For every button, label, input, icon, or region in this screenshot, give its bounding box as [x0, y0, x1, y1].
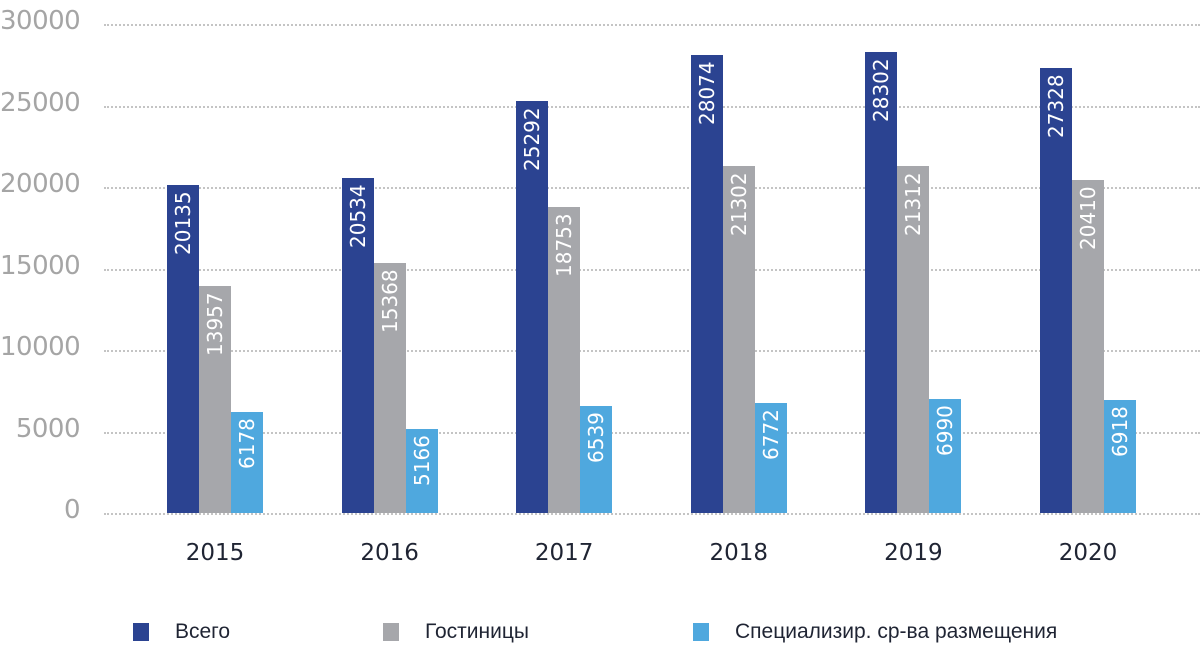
bar: 25292	[516, 100, 549, 513]
bar-value-label: 13957	[203, 291, 227, 356]
y-tick-label: 25000	[0, 87, 81, 118]
bar-value-label: 28074	[694, 61, 719, 126]
gridline	[104, 24, 1200, 26]
y-tick-label: 0	[63, 495, 81, 525]
legend-swatch-icon	[133, 623, 149, 641]
legend-label: Всего	[175, 620, 231, 643]
legend-label: Гостиницы	[425, 620, 529, 643]
x-tick-label: 2018	[709, 540, 769, 566]
legend-swatch-icon	[693, 623, 709, 641]
bar-value-label: 15368	[377, 268, 402, 333]
bar-value-label: 21302	[726, 171, 751, 236]
bar-value-label: 6178	[235, 418, 259, 470]
bar: 28074	[690, 55, 723, 513]
bar-value-label: 6772	[758, 408, 783, 460]
y-tick-label: 30000	[0, 6, 81, 36]
bar-value-label: 6539	[584, 412, 609, 464]
gridline	[104, 350, 1200, 352]
gridline	[104, 187, 1200, 189]
bar-value-label: 27328	[1044, 73, 1068, 138]
y-tick-label: 5000	[15, 413, 81, 444]
bar-value-label: 6990	[933, 405, 958, 456]
bar: 28302	[865, 51, 898, 513]
bar-value-label: 20534	[345, 184, 370, 248]
x-tick-label: 2017	[534, 540, 594, 566]
bar: 20135	[167, 184, 199, 513]
bar: 27328	[1040, 67, 1072, 513]
x-tick-label: 2015	[185, 540, 245, 566]
bar-value-label: 28302	[869, 57, 894, 122]
gridline	[104, 268, 1200, 271]
legend-item: Специализир. ср-ва размещения	[693, 620, 1057, 644]
bar: 6918	[1104, 400, 1136, 513]
y-tick-label: 20000	[0, 169, 81, 199]
bar-value-label: 18753	[552, 213, 577, 277]
bar: 13957	[199, 285, 231, 513]
bar: 21312	[897, 165, 930, 513]
legend-swatch-icon	[383, 623, 399, 641]
x-tick-label: 2016	[360, 540, 419, 566]
bar-value-label: 20410	[1076, 186, 1100, 250]
bar: 6178	[231, 412, 263, 513]
legend-label: Специализир. ср-ва размещения	[735, 620, 1058, 643]
x-tick-label: 2019	[884, 540, 943, 566]
bar: 20410	[1072, 180, 1104, 513]
bar: 20534	[341, 178, 374, 513]
bar: 18753	[548, 207, 581, 513]
gridline	[104, 105, 1200, 108]
bar-value-label: 6918	[1108, 406, 1132, 458]
gridline	[104, 513, 1200, 515]
gridline	[104, 431, 1200, 434]
bar: 21302	[722, 165, 755, 513]
bar-value-label: 21312	[901, 171, 926, 236]
bar: 6539	[580, 406, 613, 513]
bar: 15368	[373, 262, 406, 513]
bar-value-label: 5166	[409, 434, 434, 486]
bar: 6772	[754, 402, 787, 513]
bar: 6990	[929, 399, 962, 513]
x-tick-label: 2020	[1058, 540, 1118, 566]
bar-value-label: 25292	[520, 106, 545, 171]
y-tick-label: 15000	[0, 250, 81, 281]
y-tick-label: 10000	[0, 332, 81, 362]
bar-value-label: 20135	[171, 190, 195, 255]
legend-item: Всего	[133, 620, 230, 644]
bar: 5166	[405, 428, 438, 513]
legend-item: Гостиницы	[383, 620, 529, 644]
